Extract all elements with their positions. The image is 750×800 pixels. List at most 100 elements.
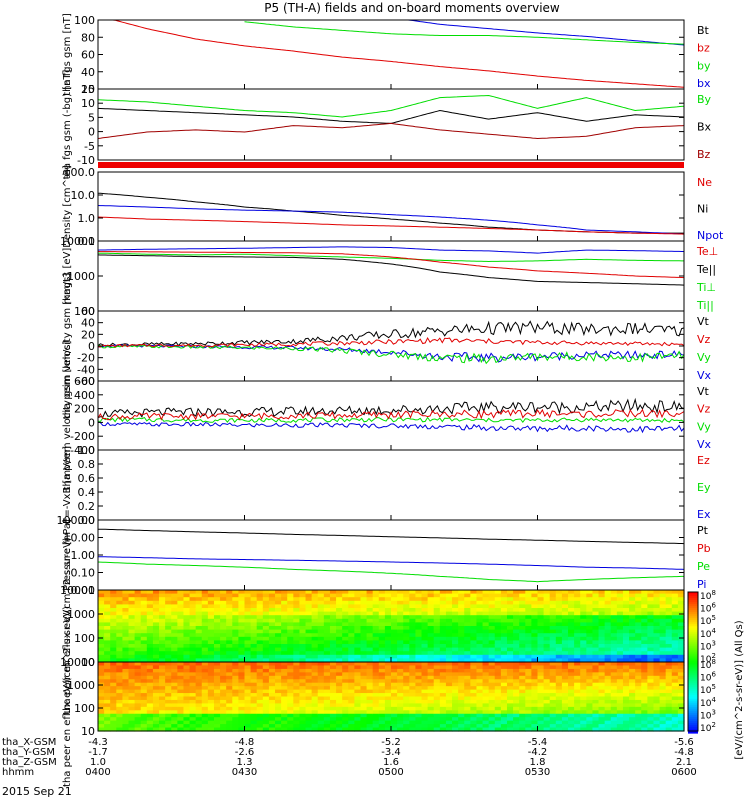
- heatmap-cell: [110, 665, 117, 670]
- heatmap-cell: [494, 682, 502, 687]
- heatmap-cell: [470, 706, 478, 711]
- heatmap-cell: [183, 699, 191, 704]
- heatmap-cell: [458, 720, 465, 725]
- heatmap-cell: [500, 633, 508, 638]
- heatmap-cell: [568, 720, 575, 725]
- heatmap-cell: [159, 693, 166, 698]
- colorbar-step: [688, 664, 698, 668]
- heatmap-cell: [531, 651, 539, 656]
- heatmap-cell: [122, 720, 130, 725]
- heatmap-cell: [152, 713, 160, 718]
- heatmap-cell: [183, 727, 191, 732]
- heatmap-cell: [488, 699, 496, 704]
- heatmap-cell: [629, 724, 636, 729]
- heatmap-cell: [329, 703, 337, 708]
- heatmap-cell: [165, 611, 172, 616]
- heatmap-cell: [195, 689, 203, 694]
- heatmap-cell: [397, 658, 404, 663]
- heatmap-cell: [403, 706, 410, 711]
- heatmap-cell: [140, 640, 148, 645]
- heatmap-cell: [238, 696, 246, 701]
- heatmap-cell: [549, 654, 557, 659]
- heatmap-cell: [641, 647, 648, 652]
- heatmap-cell: [458, 633, 465, 638]
- heatmap-cell: [659, 662, 667, 667]
- heatmap-cell: [458, 608, 465, 613]
- heatmap-cell: [293, 658, 301, 663]
- heatmap-cell: [568, 597, 575, 602]
- heatmap-cell: [342, 679, 349, 684]
- heatmap-cell: [482, 706, 490, 711]
- heatmap-cell: [641, 665, 648, 670]
- heatmap-cell: [653, 647, 661, 652]
- heatmap-cell: [647, 699, 655, 704]
- heatmap-cell: [354, 696, 362, 701]
- heatmap-cell: [232, 675, 239, 680]
- heatmap-cell: [433, 611, 441, 616]
- heatmap-cell: [610, 672, 618, 677]
- heatmap-cell: [580, 622, 587, 627]
- heatmap-cell: [275, 611, 282, 616]
- heatmap-cell: [445, 604, 453, 609]
- heatmap-cell: [98, 689, 105, 694]
- heatmap-cell: [427, 679, 435, 684]
- heatmap-cell: [110, 699, 117, 704]
- heatmap-cell: [561, 727, 569, 732]
- heatmap-cell: [104, 696, 111, 701]
- heatmap-cell: [116, 703, 124, 708]
- heatmap-cell: [513, 626, 520, 631]
- heatmap-cell: [201, 693, 209, 698]
- heatmap-cell: [220, 720, 227, 725]
- heatmap-cell: [482, 654, 490, 659]
- heatmap-cell: [641, 615, 648, 620]
- heatmap-cell: [250, 693, 258, 698]
- heatmap-cell: [250, 636, 258, 641]
- heatmap-cell: [574, 682, 581, 687]
- heatmap-cell: [220, 665, 227, 670]
- heatmap-cell: [653, 644, 661, 649]
- heatmap-cell: [555, 682, 563, 687]
- heatmap-cell: [110, 696, 117, 701]
- heatmap-cell: [232, 699, 239, 704]
- legend-Vz: Vz: [697, 403, 711, 416]
- heatmap-cell: [268, 662, 276, 667]
- heatmap-cell: [616, 662, 624, 667]
- heatmap-cell: [513, 593, 520, 598]
- heatmap-cell: [616, 647, 624, 652]
- colorbar-step: [688, 700, 698, 704]
- heatmap-cell: [653, 703, 661, 708]
- heatmap-cell: [543, 724, 551, 729]
- heatmap-cell: [256, 618, 264, 623]
- heatmap-cell: [543, 668, 551, 673]
- heatmap-cell: [561, 647, 569, 652]
- heatmap-cell: [525, 654, 532, 659]
- heatmap-cell: [329, 629, 337, 634]
- heatmap-cell: [519, 727, 526, 732]
- heatmap-cell: [256, 675, 264, 680]
- heatmap-cell: [207, 593, 215, 598]
- heatmap-cell: [445, 699, 453, 704]
- heatmap-cell: [342, 665, 349, 670]
- heatmap-cell: [128, 636, 136, 641]
- heatmap-cell: [574, 629, 581, 634]
- heatmap-cell: [140, 600, 148, 605]
- heatmap-cell: [482, 622, 490, 627]
- heatmap-cell: [561, 717, 569, 722]
- y-tick-label: 400: [74, 389, 95, 402]
- heatmap-cell: [525, 629, 532, 634]
- heatmap-cell: [305, 658, 313, 663]
- heatmap-cell: [281, 590, 288, 595]
- heatmap-cell: [659, 597, 667, 602]
- heatmap-cell: [482, 608, 490, 613]
- heatmap-cell: [189, 633, 197, 638]
- heatmap-cell: [232, 658, 239, 663]
- heatmap-cell: [342, 668, 349, 673]
- heatmap-cell: [159, 636, 166, 641]
- heatmap-cell: [195, 611, 203, 616]
- heatmap-cell: [476, 590, 484, 595]
- heatmap-cell: [677, 686, 685, 691]
- heatmap-cell: [452, 699, 459, 704]
- heatmap-cell: [610, 640, 618, 645]
- heatmap-cell: [592, 713, 600, 718]
